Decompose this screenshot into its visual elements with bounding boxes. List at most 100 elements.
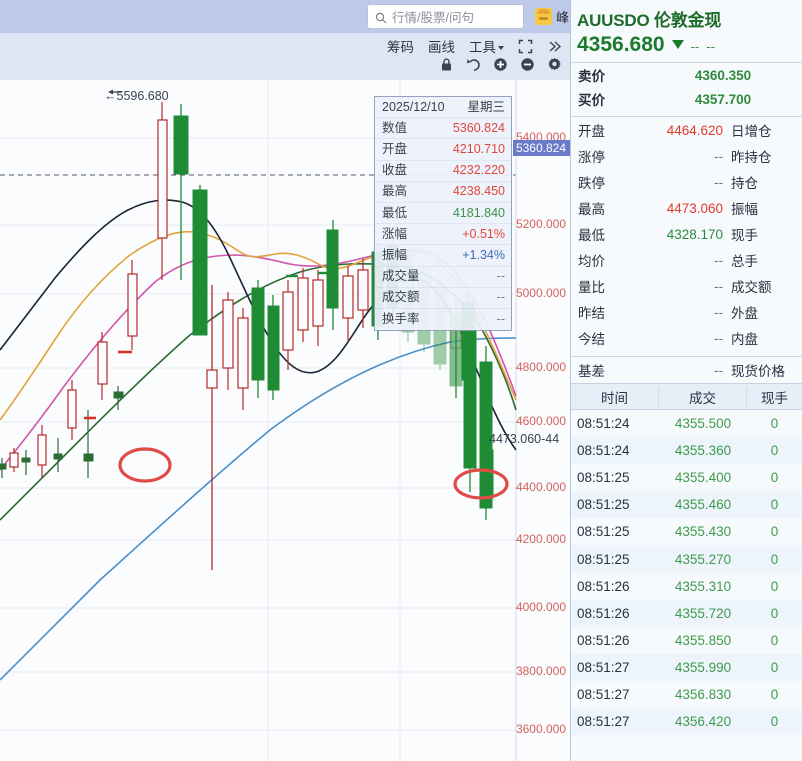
tooltip-row: 涨幅 +0.51% <box>375 224 511 246</box>
table-row[interactable]: 08:51:24 4355.500 0 <box>571 410 802 437</box>
tooltip-row: 最高 4238.450 <box>375 182 511 203</box>
tick-time: 08:51:24 <box>577 443 630 459</box>
axis-tick-4: 4600.000 <box>515 414 566 428</box>
undo-icon[interactable] <box>466 57 481 72</box>
tooltip-header: 2025/12/10 星期三 <box>375 97 511 119</box>
tick-time: 08:51:25 <box>577 497 630 513</box>
tooltip-value: +1.34% <box>462 247 505 262</box>
divider <box>571 116 802 117</box>
quote-label: 量比 <box>578 280 605 295</box>
tooltip-label: 成交量 <box>382 269 420 284</box>
tick-price: 4355.430 <box>674 524 732 540</box>
table-row[interactable]: 08:51:26 4355.850 0 <box>571 627 802 654</box>
symbol-title[interactable]: AUUSDO 伦敦金现 <box>577 11 722 30</box>
quote-row-open: 开盘 4464.620 日增仓 <box>571 117 802 143</box>
tick-time: 08:51:27 <box>577 714 630 730</box>
basis-value: -- <box>714 362 723 378</box>
tick-price: 4355.360 <box>674 443 732 459</box>
toolbar-chips-button[interactable]: 筹码 <box>387 40 414 55</box>
tick-volume: 0 <box>770 524 779 540</box>
quote-row-limit-down: 跌停 -- 持仓 <box>571 169 802 195</box>
tooltip-value: 4232.220 <box>452 163 505 178</box>
tooltip-value: 4181.840 <box>452 205 505 220</box>
quote-label-2: 总手 <box>731 254 758 269</box>
tick-time: 08:51:27 <box>577 659 630 675</box>
table-row[interactable]: 08:51:25 4355.400 0 <box>571 464 802 491</box>
tick-price: 4355.990 <box>674 659 732 675</box>
toolbar-drawline-button[interactable]: 画线 <box>428 40 455 55</box>
search-input[interactable]: 行情/股票/问句 <box>367 4 524 29</box>
table-row[interactable]: 08:51:25 4355.430 0 <box>571 518 802 545</box>
table-row[interactable]: 08:51:27 4356.830 0 <box>571 681 802 708</box>
tick-volume: 0 <box>770 551 779 567</box>
tooltip-value: 5360.824 <box>452 120 505 135</box>
table-row[interactable]: 08:51:24 4355.360 0 <box>571 437 802 465</box>
quote-label-2: 振幅 <box>731 202 758 217</box>
tooltip-date: 2025/12/10 <box>382 99 445 114</box>
bid-value: 4357.700 <box>694 91 752 107</box>
tick-volume: 0 <box>770 443 779 459</box>
quote-label-2: 成交额 <box>731 280 772 295</box>
fullscreen-icon[interactable] <box>518 39 533 54</box>
search-placeholder: 行情/股票/问句 <box>392 11 474 25</box>
table-row[interactable]: 08:51:26 4355.310 0 <box>571 573 802 600</box>
toolbar-tools-button[interactable]: 工具 <box>469 36 504 56</box>
chevron-double-right-icon[interactable] <box>547 39 562 54</box>
tick-volume: 0 <box>770 714 779 730</box>
quote-value: 4328.170 <box>666 226 723 242</box>
tick-time: 08:51:25 <box>577 551 630 567</box>
gear-icon[interactable] <box>547 57 562 72</box>
tick-time: 08:51:25 <box>577 524 630 540</box>
table-row[interactable]: 08:51:26 4355.720 0 <box>571 599 802 627</box>
tooltip-label: 开盘 <box>382 141 408 156</box>
ask-label: 卖价 <box>578 69 605 84</box>
tick-time: 08:51:26 <box>577 605 630 621</box>
quote-label-2: 现手 <box>731 228 758 243</box>
quote-row-low: 最低 4328.170 现手 <box>571 221 802 247</box>
tooltip-row: 数值 5360.824 <box>375 118 511 140</box>
arrow-down-icon <box>671 40 684 49</box>
tooltip-value: -- <box>496 269 505 284</box>
basis-label-2: 现货价格 <box>731 364 785 379</box>
search-icon <box>375 11 387 23</box>
quote-value: -- <box>714 252 723 268</box>
table-row[interactable]: 08:51:27 4355.990 0 <box>571 653 802 681</box>
chart-tooltip: 2025/12/10 星期三 数值 5360.824 开盘 4210.710 收盘 4… <box>374 96 512 332</box>
ticks-table-header: 时间 成交 现手 <box>571 383 802 410</box>
tick-time: 08:51:24 <box>577 416 630 432</box>
zoom-out-icon[interactable] <box>520 57 535 72</box>
lock-icon[interactable] <box>439 57 454 72</box>
zoom-in-icon[interactable] <box>493 57 508 72</box>
quote-header: AUUSDO 伦敦金现 4356.680 -- -- <box>571 0 802 57</box>
tick-volume: 0 <box>770 632 779 648</box>
tick-volume: 0 <box>770 578 779 594</box>
tick-price: 4355.310 <box>674 578 732 594</box>
tick-volume: 0 <box>770 470 779 486</box>
tooltip-row: 最低 4181.840 <box>375 203 511 225</box>
quote-row-high: 最高 4473.060 振幅 <box>571 195 802 221</box>
quote-label-2: 日增仓 <box>731 124 772 139</box>
quote-panel: AUUSDO 伦敦金现 4356.680 -- -- 卖价 4360.350 买… <box>570 0 802 761</box>
tick-time: 08:51:27 <box>577 686 630 702</box>
tooltip-row: 成交量 -- <box>375 267 511 288</box>
axis-tick-9: 3600.000 <box>515 722 566 736</box>
tooltip-label: 成交额 <box>382 290 420 305</box>
tick-price: 4356.420 <box>674 714 732 730</box>
chart-toolbar: 筹码 画线 工具 <box>0 33 570 80</box>
axis-tick-6: 4200.000 <box>515 532 566 546</box>
tick-price: 4355.500 <box>674 416 732 432</box>
quote-row-prev-settle: 昨结 -- 外盘 <box>571 299 802 325</box>
table-row[interactable]: 08:51:25 4355.270 0 <box>571 545 802 573</box>
toolbar-row-secondary <box>439 57 562 72</box>
tooltip-row: 开盘 4210.710 <box>375 139 511 161</box>
quote-row-basis: 基差 -- 现货价格 <box>571 357 802 383</box>
quote-label: 今结 <box>578 332 605 347</box>
tooltip-row: 振幅 +1.34% <box>375 245 511 267</box>
tick-volume: 0 <box>770 605 779 621</box>
table-row[interactable]: 08:51:25 4355.460 0 <box>571 491 802 519</box>
tooltip-label: 最高 <box>382 184 408 199</box>
avatar[interactable] <box>535 8 552 25</box>
tick-time: 08:51:26 <box>577 632 630 648</box>
table-row[interactable]: 08:51:27 4356.420 0 <box>571 708 802 736</box>
